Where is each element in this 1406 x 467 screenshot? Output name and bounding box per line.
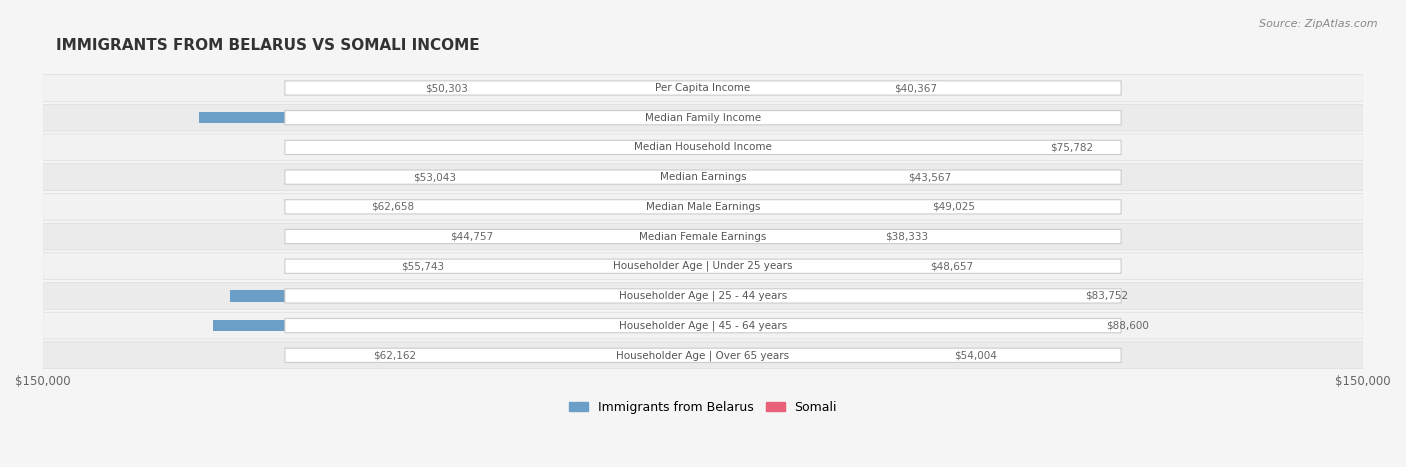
Bar <box>703 82 880 94</box>
Text: $44,757: $44,757 <box>450 232 494 241</box>
Text: Householder Age | Under 25 years: Householder Age | Under 25 years <box>613 261 793 271</box>
FancyBboxPatch shape <box>285 318 1121 333</box>
Text: $62,658: $62,658 <box>371 202 413 212</box>
FancyBboxPatch shape <box>42 253 1364 280</box>
Legend: Immigrants from Belarus, Somali: Immigrants from Belarus, Somali <box>564 396 842 419</box>
Text: $38,333: $38,333 <box>884 232 928 241</box>
Bar <box>703 112 1118 123</box>
Bar <box>231 290 703 302</box>
Text: $55,743: $55,743 <box>401 261 444 271</box>
Text: $75,782: $75,782 <box>1050 142 1092 152</box>
Text: Median Household Income: Median Household Income <box>634 142 772 152</box>
Bar <box>427 201 703 212</box>
Bar <box>212 320 703 331</box>
Text: $94,085: $94,085 <box>886 113 934 123</box>
FancyBboxPatch shape <box>42 75 1364 101</box>
Text: $94,399: $94,399 <box>471 142 519 152</box>
Text: Source: ZipAtlas.com: Source: ZipAtlas.com <box>1260 19 1378 28</box>
FancyBboxPatch shape <box>42 223 1364 250</box>
Bar <box>703 142 1036 153</box>
Text: Median Family Income: Median Family Income <box>645 113 761 123</box>
Bar <box>429 350 703 361</box>
Bar <box>458 261 703 272</box>
FancyBboxPatch shape <box>42 134 1364 161</box>
FancyBboxPatch shape <box>285 170 1121 184</box>
FancyBboxPatch shape <box>42 342 1364 368</box>
FancyBboxPatch shape <box>285 81 1121 95</box>
Text: $53,043: $53,043 <box>413 172 457 182</box>
Bar <box>482 82 703 94</box>
FancyBboxPatch shape <box>285 229 1121 244</box>
Bar <box>703 201 918 212</box>
Text: $49,025: $49,025 <box>932 202 974 212</box>
Bar <box>470 171 703 183</box>
FancyBboxPatch shape <box>42 283 1364 309</box>
Text: Median Earnings: Median Earnings <box>659 172 747 182</box>
Bar <box>506 231 703 242</box>
Bar <box>703 171 894 183</box>
Text: $50,303: $50,303 <box>426 83 468 93</box>
Text: $88,600: $88,600 <box>1107 321 1149 331</box>
Bar <box>703 261 917 272</box>
Text: Householder Age | 25 - 44 years: Householder Age | 25 - 44 years <box>619 290 787 301</box>
Bar <box>703 231 872 242</box>
Text: $83,752: $83,752 <box>1085 291 1128 301</box>
Text: $111,430: $111,430 <box>430 321 485 331</box>
Bar <box>287 142 703 153</box>
Text: $114,586: $114,586 <box>423 113 478 123</box>
FancyBboxPatch shape <box>285 111 1121 125</box>
Bar <box>198 112 703 123</box>
FancyBboxPatch shape <box>285 140 1121 155</box>
FancyBboxPatch shape <box>42 193 1364 220</box>
Text: $48,657: $48,657 <box>931 261 973 271</box>
Text: $62,162: $62,162 <box>373 350 416 361</box>
Text: Median Male Earnings: Median Male Earnings <box>645 202 761 212</box>
Text: IMMIGRANTS FROM BELARUS VS SOMALI INCOME: IMMIGRANTS FROM BELARUS VS SOMALI INCOME <box>56 38 479 53</box>
FancyBboxPatch shape <box>285 259 1121 273</box>
FancyBboxPatch shape <box>285 348 1121 362</box>
Bar <box>703 320 1092 331</box>
Text: Householder Age | 45 - 64 years: Householder Age | 45 - 64 years <box>619 320 787 331</box>
FancyBboxPatch shape <box>285 289 1121 303</box>
FancyBboxPatch shape <box>285 200 1121 214</box>
Text: $107,393: $107,393 <box>439 291 494 301</box>
Text: $54,004: $54,004 <box>953 350 997 361</box>
Bar <box>703 350 941 361</box>
FancyBboxPatch shape <box>42 164 1364 191</box>
Text: $43,567: $43,567 <box>908 172 950 182</box>
FancyBboxPatch shape <box>42 312 1364 339</box>
Text: Per Capita Income: Per Capita Income <box>655 83 751 93</box>
FancyBboxPatch shape <box>42 104 1364 131</box>
Text: Median Female Earnings: Median Female Earnings <box>640 232 766 241</box>
Bar <box>703 290 1071 302</box>
Text: $40,367: $40,367 <box>894 83 936 93</box>
Text: Householder Age | Over 65 years: Householder Age | Over 65 years <box>616 350 790 361</box>
